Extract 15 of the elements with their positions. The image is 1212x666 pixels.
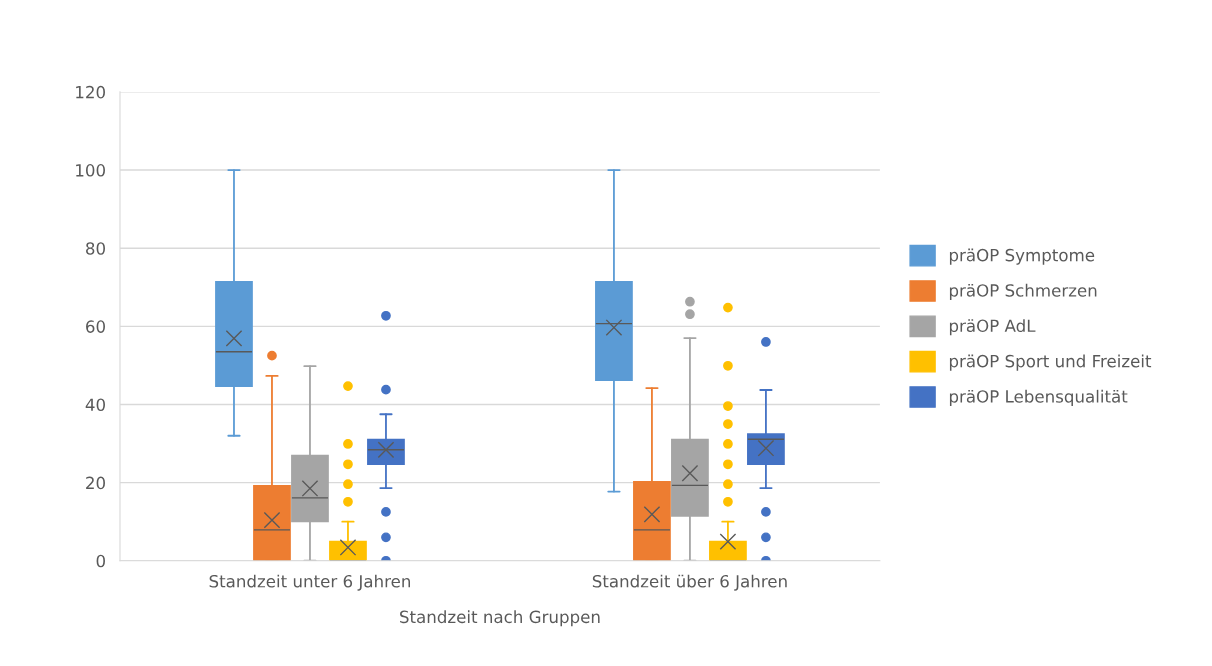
x-tick-label: Standzeit über 6 Jahren [592,574,787,591]
y-tick-label: 0 [96,554,105,568]
y-tick-label: 40 [85,398,105,412]
legend-label: präOP Sport und Freizeit [949,354,1152,371]
y-tick-label: 60 [86,320,105,333]
legend-label: präOP Symptome [949,248,1095,265]
x-axis-title: Standzeit nach Gruppen [400,610,600,627]
y-tick-label: 120 [76,85,105,99]
y-tick-label: 20 [86,476,105,490]
x-tick-label: Standzeit unter 6 Jahren [209,574,410,591]
legend-label: präOP Lebensqualität [949,389,1128,406]
y-tick-label: 80 [86,242,105,255]
y-tick-label: 100 [76,164,105,177]
legend-label: präOP Schmerzen [949,283,1097,300]
legend-label: präOP AdL [949,319,1036,336]
